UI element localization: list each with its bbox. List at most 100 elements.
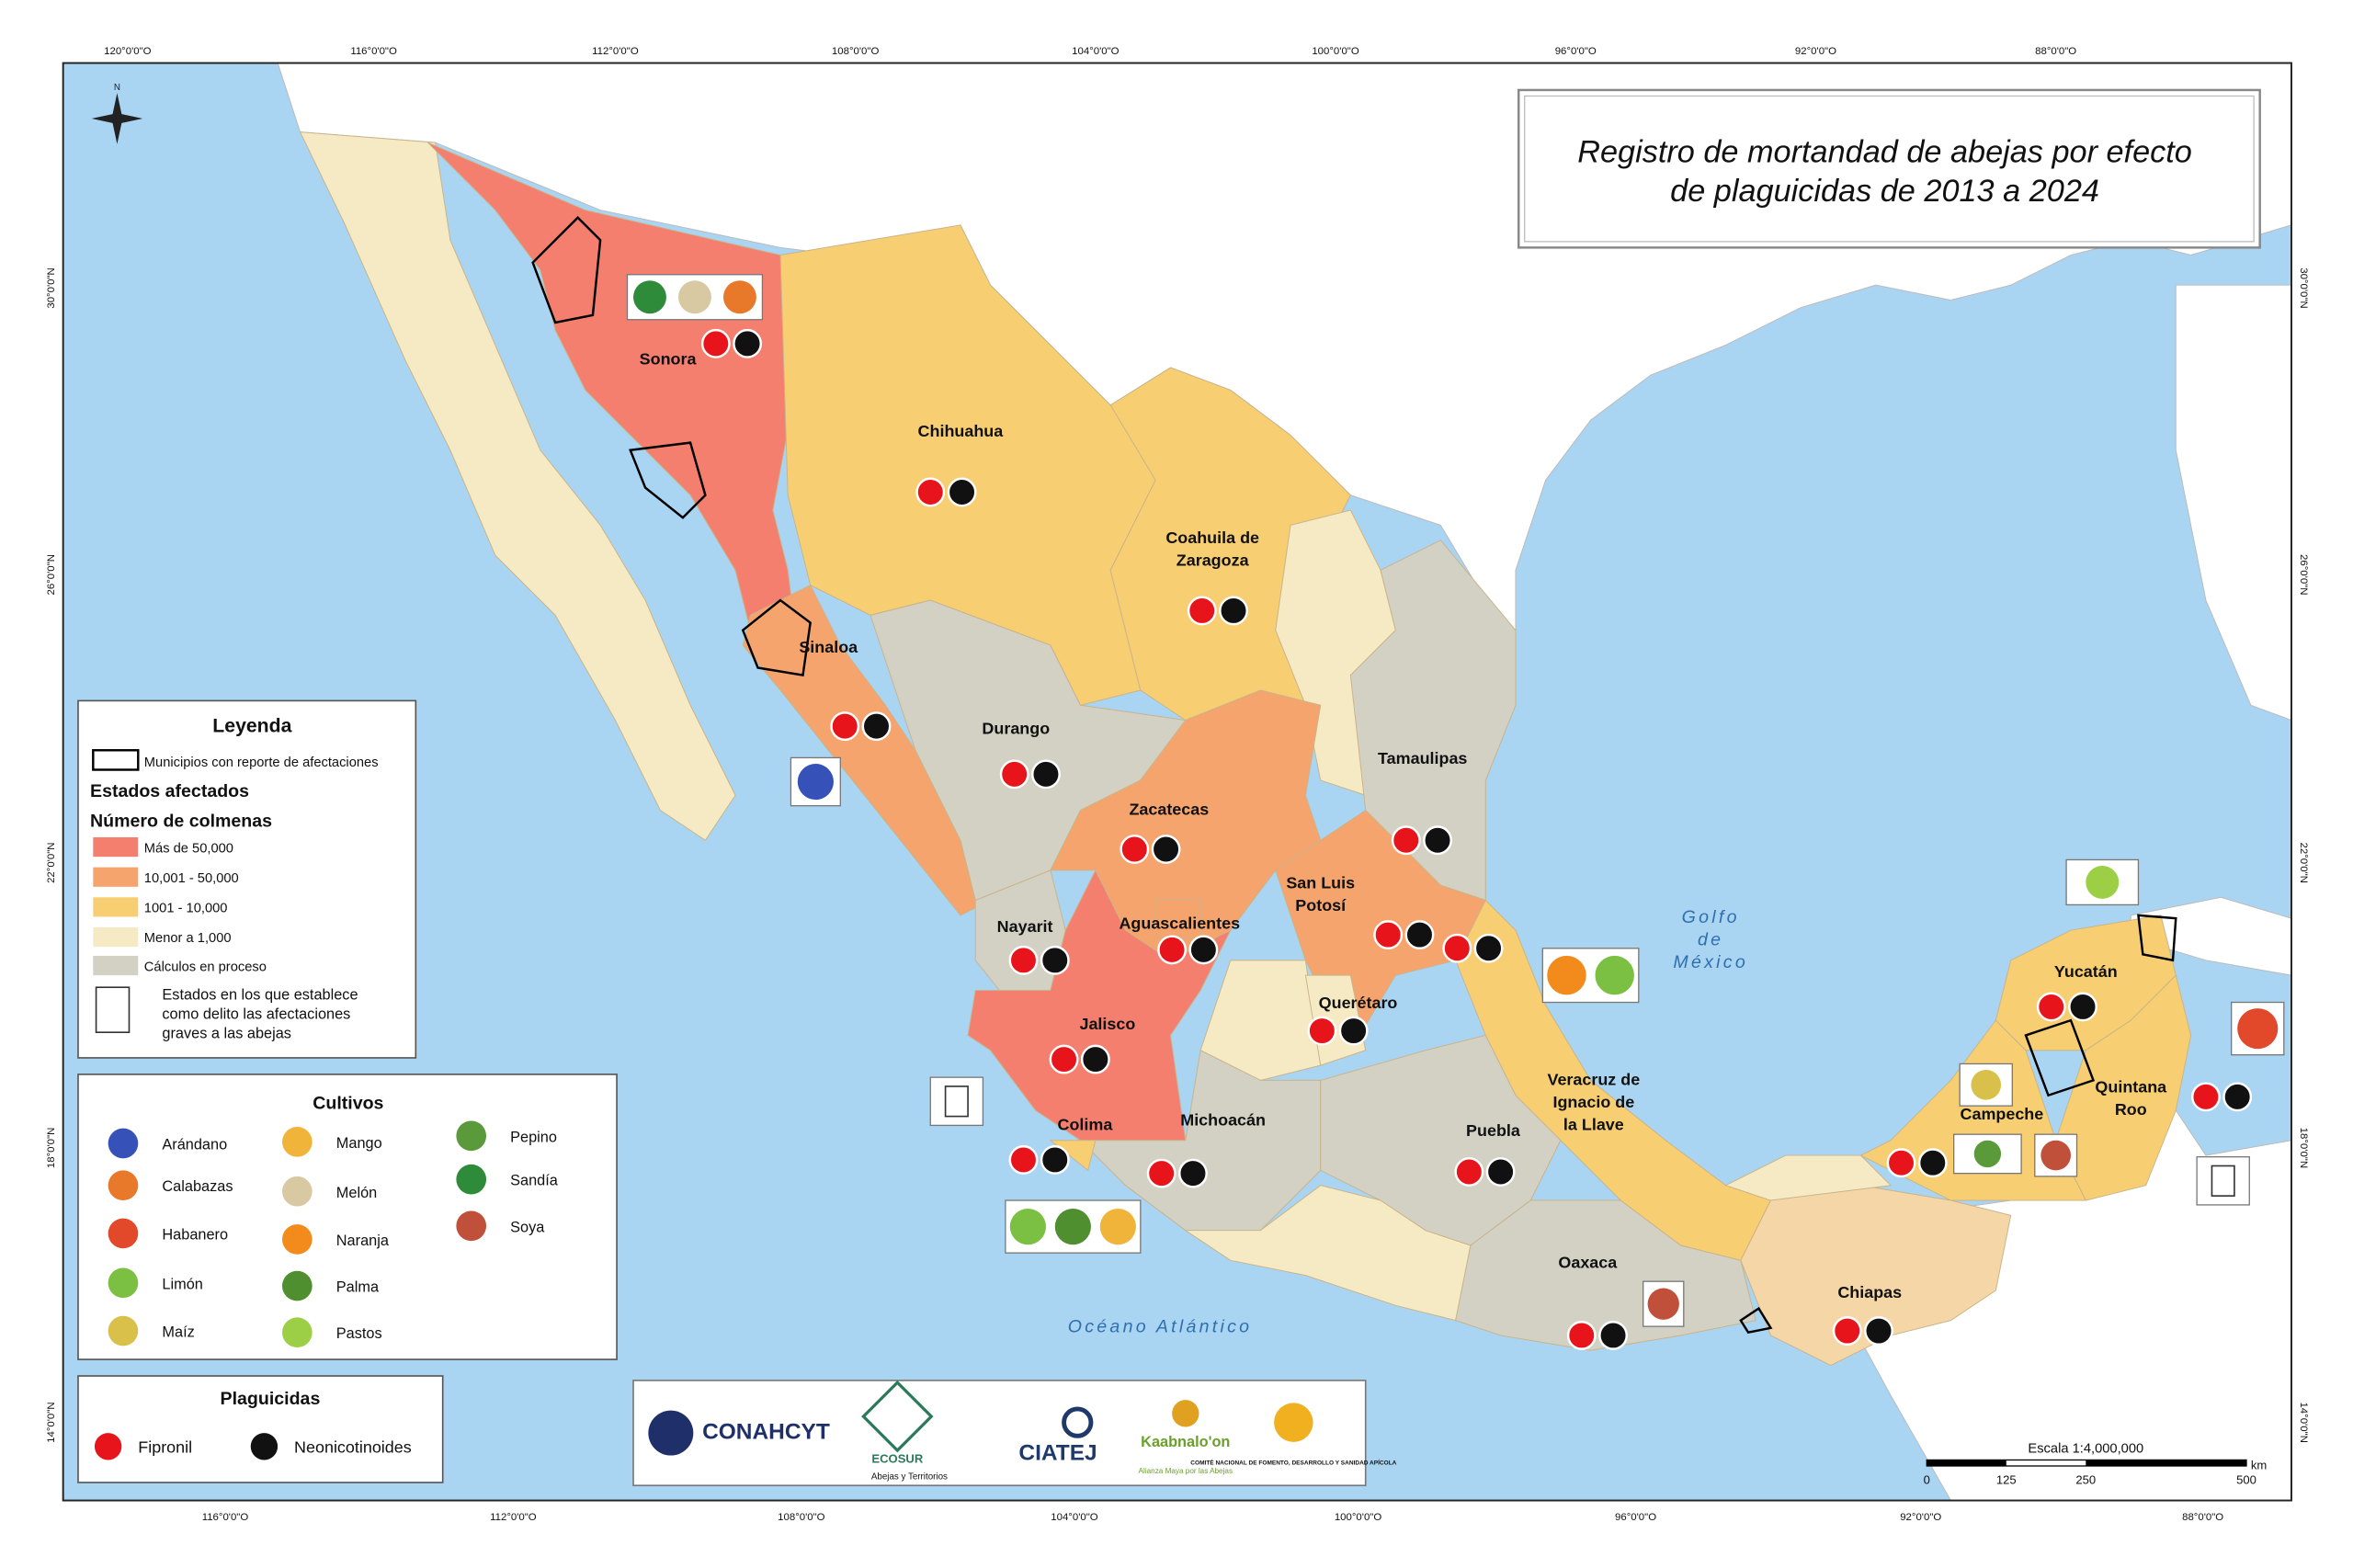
fipronil-dot <box>1566 1321 1597 1350</box>
scale-bar <box>1927 1460 2006 1466</box>
class-swatch <box>93 897 139 917</box>
state <box>1199 960 1322 1081</box>
crop-icon <box>722 280 756 314</box>
overlay: 120°0'0"O 116°0'0"O 112°0'0"O 108°0'0"O 104°… <box>46 46 2309 1523</box>
neonicotinoid-dot <box>1598 1321 1628 1350</box>
crop-icon <box>2237 1008 2279 1050</box>
neonicotinoid-dot <box>1423 825 1452 856</box>
class-swatch <box>93 926 139 948</box>
crop-icon <box>282 1317 313 1348</box>
state-label: Zacatecas <box>1129 800 1209 818</box>
fipronil-dot <box>2191 1082 2221 1112</box>
neonicotinoid-dot <box>1219 596 1248 626</box>
scale-label: Escala 1:4,000,000 <box>2028 1441 2143 1456</box>
state-label: Yucatán <box>2054 962 2118 981</box>
longitude-label: 116°0'0"O <box>350 46 397 57</box>
legend-item: Pepino <box>510 1129 557 1145</box>
legend-item: Arándano <box>162 1137 227 1153</box>
fipronil-dot <box>915 477 946 507</box>
neonicotinoid-dot <box>1864 1316 1893 1346</box>
logo-text: CIATEJ <box>1018 1440 1097 1465</box>
legend-item: graves a las abejas <box>162 1026 291 1042</box>
state <box>967 869 1232 1142</box>
state-label: Oaxaca <box>1558 1253 1618 1271</box>
state-label: Roo <box>2115 1100 2147 1119</box>
title-box-inner <box>1524 95 2255 243</box>
fipronil-dot <box>700 328 731 358</box>
longitude-label: 88°0'0"O <box>2035 46 2076 57</box>
neonicotinoid-dot <box>1404 920 1435 949</box>
sea-label: de <box>1698 929 1723 949</box>
logos-box <box>632 1380 1367 1487</box>
crop-icon <box>677 280 711 314</box>
neonicotinoid-dot <box>1040 945 1070 975</box>
neonicotinoid-dot <box>733 328 763 358</box>
latitude-label: 22°0'0"N <box>2298 843 2309 883</box>
state-label: Nayarit <box>997 917 1053 936</box>
neonicotinoid-dot <box>947 477 977 507</box>
crop-icon <box>456 1164 487 1195</box>
legend-item: Fipronil <box>138 1437 192 1456</box>
legend-item: Soya <box>510 1219 545 1235</box>
logo-mark <box>1172 1400 1199 1427</box>
legend-item: Habanero <box>162 1226 228 1243</box>
longitude-label: 92°0'0"O <box>1900 1512 1941 1523</box>
logo-text: CONAHCYT <box>702 1420 830 1445</box>
state-label: Michoacán <box>1180 1110 1266 1129</box>
latitude-label: 22°0'0"N <box>46 843 57 883</box>
longitude-label: 104°0'0"O <box>1051 1512 1098 1523</box>
neonicotinoid-dot <box>2222 1082 2253 1112</box>
state-label: San Luis <box>1286 873 1355 892</box>
legend-item: Naranja <box>336 1233 390 1249</box>
class-swatch <box>93 836 139 858</box>
crop-icon <box>1054 1209 1091 1245</box>
state-label: Sonora <box>640 350 698 369</box>
fipronil-dot <box>1120 835 1150 864</box>
legend-item: Cálculos en proceso <box>144 960 267 974</box>
longitude-label: 112°0'0"O <box>490 1512 537 1523</box>
neonicotinoid-dot <box>1485 1157 1516 1187</box>
longitude-label: 108°0'0"O <box>832 46 880 57</box>
crop-icon <box>1647 1288 1679 1320</box>
latitude-label: 26°0'0"N <box>2298 554 2309 595</box>
latitude-label: 26°0'0"N <box>46 554 57 595</box>
neonicotinoid-swatch <box>250 1433 278 1460</box>
state-label: Zaragoza <box>1176 551 1250 569</box>
state-label: Ignacio de <box>1552 1093 1634 1111</box>
state-label: Colima <box>1058 1115 1114 1133</box>
fipronil-dot <box>830 711 860 742</box>
scale-tick-label: 500 <box>2236 1473 2256 1487</box>
legend-item: Palma <box>336 1279 380 1296</box>
legend-item: Limón <box>162 1276 202 1292</box>
crop-icon <box>108 1170 139 1201</box>
legend-item: Mango <box>336 1135 382 1152</box>
fipronil-dot <box>2036 992 2066 1022</box>
fipronil-dot <box>1049 1044 1079 1074</box>
fipronil-dot <box>1307 1016 1337 1046</box>
scale-tick-label: 250 <box>2075 1473 2096 1487</box>
state-label: la Llave <box>1563 1115 1624 1133</box>
plaguicidas-box <box>77 1375 444 1483</box>
neonicotinoid-dot <box>1178 1158 1208 1188</box>
sea-label: Océano Atlántico <box>1068 1317 1253 1337</box>
crop-icon <box>1971 1069 2002 1100</box>
fipronil-dot <box>1832 1316 1862 1346</box>
legend-heading: Número de colmenas <box>90 812 272 832</box>
title: de plaguicidas de 2013 a 2024 <box>1670 174 2099 209</box>
crop-icon <box>282 1270 313 1301</box>
fipronil-dot <box>1008 1145 1039 1175</box>
logo-mark <box>1274 1403 1313 1442</box>
land <box>277 62 2292 1502</box>
crop-icon <box>108 1267 139 1299</box>
latitude-label: 14°0'0"N <box>2298 1402 2309 1442</box>
logo-text: Kaabnalo'on <box>1141 1434 1230 1450</box>
logo-mark <box>648 1410 694 1456</box>
neonicotinoid-dot <box>861 711 892 742</box>
state-label: Chihuahua <box>918 422 1005 440</box>
state-label: Puebla <box>1466 1121 1521 1140</box>
longitude-label: 100°0'0"O <box>1335 1512 1382 1523</box>
legend-item: Menor a 1,000 <box>144 931 232 946</box>
latitude-label: 18°0'0"N <box>2298 1128 2309 1168</box>
legend-item: Melón <box>336 1185 377 1201</box>
fipronil-dot <box>1146 1158 1176 1188</box>
